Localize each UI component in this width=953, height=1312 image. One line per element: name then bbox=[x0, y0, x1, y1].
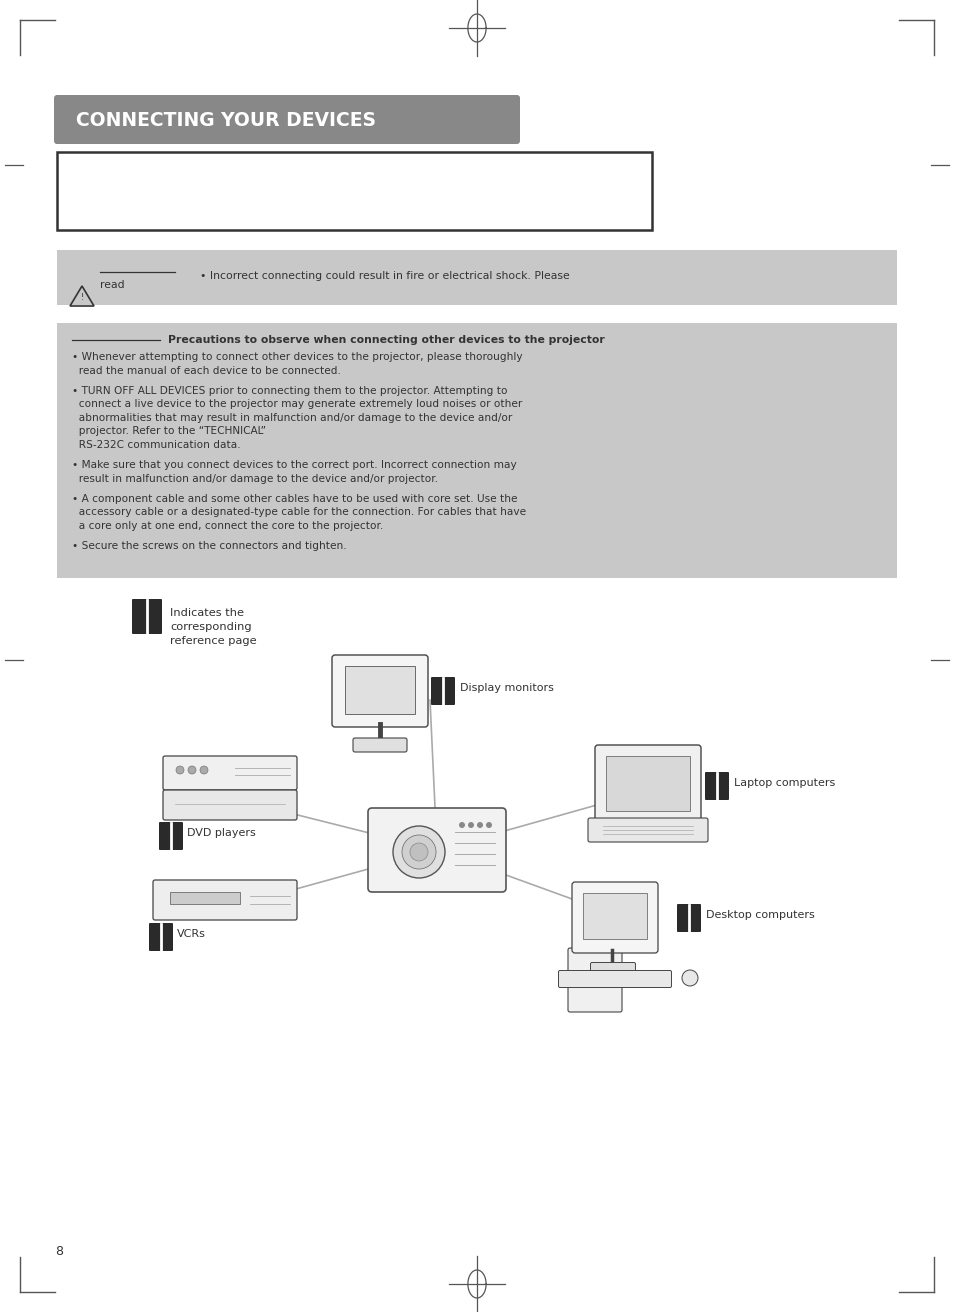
Text: abnormalities that may result in malfunction and/or damage to the device and/or: abnormalities that may result in malfunc… bbox=[71, 413, 512, 422]
FancyBboxPatch shape bbox=[332, 655, 428, 727]
Text: VCRs: VCRs bbox=[177, 929, 206, 939]
FancyBboxPatch shape bbox=[54, 94, 519, 144]
FancyBboxPatch shape bbox=[353, 737, 407, 752]
FancyBboxPatch shape bbox=[149, 924, 161, 951]
FancyBboxPatch shape bbox=[590, 963, 635, 974]
Text: Display monitors: Display monitors bbox=[459, 684, 554, 693]
Circle shape bbox=[468, 823, 474, 828]
Text: result in malfunction and/or damage to the device and/or projector.: result in malfunction and/or damage to t… bbox=[71, 474, 437, 484]
FancyBboxPatch shape bbox=[716, 771, 728, 800]
Text: connect a live device to the projector may generate extremely loud noises or oth: connect a live device to the projector m… bbox=[71, 399, 521, 409]
FancyBboxPatch shape bbox=[431, 677, 443, 705]
Circle shape bbox=[393, 827, 444, 878]
Circle shape bbox=[188, 766, 195, 774]
Text: • Secure the screws on the connectors and tighten.: • Secure the screws on the connectors an… bbox=[71, 541, 346, 551]
Text: a core only at one end, connect the core to the projector.: a core only at one end, connect the core… bbox=[71, 521, 383, 531]
Text: • Whenever attempting to connect other devices to the projector, please thorough: • Whenever attempting to connect other d… bbox=[71, 352, 522, 362]
Bar bbox=[605, 756, 689, 811]
FancyBboxPatch shape bbox=[163, 756, 296, 790]
Text: Indicates the
corresponding
reference page: Indicates the corresponding reference pa… bbox=[170, 607, 256, 646]
Bar bbox=[57, 323, 896, 579]
FancyBboxPatch shape bbox=[688, 904, 700, 932]
FancyBboxPatch shape bbox=[442, 677, 455, 705]
Circle shape bbox=[401, 834, 436, 869]
Text: • Make sure that you connect devices to the correct port. Incorrect connection m: • Make sure that you connect devices to … bbox=[71, 461, 517, 470]
Circle shape bbox=[485, 823, 492, 828]
Circle shape bbox=[410, 844, 428, 861]
Text: CONNECTING YOUR DEVICES: CONNECTING YOUR DEVICES bbox=[76, 112, 375, 130]
FancyBboxPatch shape bbox=[163, 790, 296, 820]
FancyBboxPatch shape bbox=[147, 600, 162, 634]
Text: accessory cable or a designated-type cable for the connection. For cables that h: accessory cable or a designated-type cab… bbox=[71, 508, 525, 517]
Circle shape bbox=[681, 970, 698, 987]
Text: read the manual of each device to be connected.: read the manual of each device to be con… bbox=[71, 366, 340, 375]
FancyBboxPatch shape bbox=[152, 880, 296, 920]
FancyBboxPatch shape bbox=[677, 904, 689, 932]
Text: • TURN OFF ALL DEVICES prior to connecting them to the projector. Attempting to: • TURN OFF ALL DEVICES prior to connecti… bbox=[71, 386, 507, 396]
Circle shape bbox=[200, 766, 208, 774]
Bar bbox=[57, 152, 651, 230]
Text: • Incorrect connecting could result in fire or electrical shock. Please: • Incorrect connecting could result in f… bbox=[200, 272, 569, 281]
Text: Precautions to observe when connecting other devices to the projector: Precautions to observe when connecting o… bbox=[168, 335, 604, 345]
Circle shape bbox=[458, 823, 464, 828]
FancyBboxPatch shape bbox=[704, 771, 717, 800]
Text: DVD players: DVD players bbox=[187, 828, 255, 838]
Text: projector. Refer to the “TECHNICAL”: projector. Refer to the “TECHNICAL” bbox=[71, 426, 266, 437]
Text: Desktop computers: Desktop computers bbox=[705, 911, 814, 920]
Circle shape bbox=[476, 823, 482, 828]
Bar bbox=[170, 892, 240, 904]
Text: 8: 8 bbox=[55, 1245, 63, 1258]
FancyBboxPatch shape bbox=[558, 971, 671, 988]
FancyBboxPatch shape bbox=[572, 882, 658, 953]
Bar bbox=[57, 251, 896, 304]
Text: read: read bbox=[100, 279, 125, 290]
FancyBboxPatch shape bbox=[159, 823, 172, 850]
Text: !: ! bbox=[80, 293, 84, 302]
FancyBboxPatch shape bbox=[368, 808, 505, 892]
FancyBboxPatch shape bbox=[587, 817, 707, 842]
Bar bbox=[582, 893, 646, 939]
FancyBboxPatch shape bbox=[132, 600, 148, 634]
FancyBboxPatch shape bbox=[171, 823, 183, 850]
Text: RS-232C communication data.: RS-232C communication data. bbox=[71, 440, 240, 450]
FancyBboxPatch shape bbox=[160, 924, 172, 951]
Text: • A component cable and some other cables have to be used with core set. Use the: • A component cable and some other cable… bbox=[71, 493, 517, 504]
Text: Laptop computers: Laptop computers bbox=[733, 778, 835, 789]
Bar bbox=[345, 666, 415, 714]
FancyBboxPatch shape bbox=[595, 745, 700, 823]
FancyBboxPatch shape bbox=[567, 949, 621, 1012]
Circle shape bbox=[175, 766, 184, 774]
